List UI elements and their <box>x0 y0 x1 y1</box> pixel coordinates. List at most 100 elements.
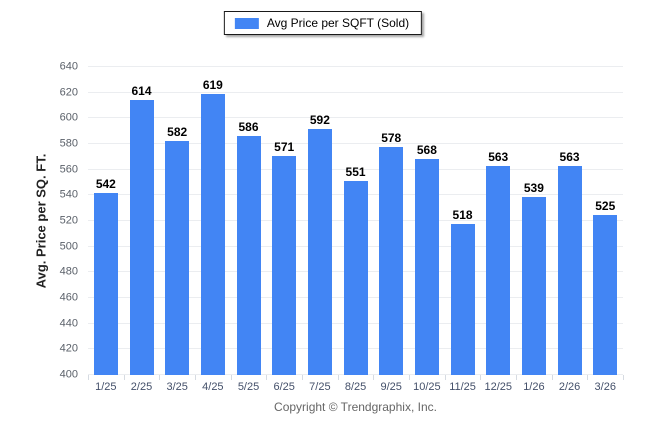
bar <box>343 181 368 375</box>
y-tick-label: 460 <box>59 291 78 304</box>
y-tick-label: 640 <box>59 60 78 73</box>
bar <box>272 155 297 375</box>
x-axis-tick-mark <box>337 375 339 380</box>
bar-value-label: 539 <box>523 180 544 195</box>
x-tick-label: 12/25 <box>484 381 512 393</box>
plot-area: 542 614 582 619 586 571 592 551 578 568 518 563 539 5… <box>88 66 623 375</box>
x-tick-label: 11/25 <box>449 381 476 393</box>
gridline <box>88 168 623 170</box>
bar-slot: 592 <box>302 67 338 375</box>
bar <box>307 128 332 375</box>
x-tick-label: 3/26 <box>594 381 616 393</box>
y-tick-label: 440 <box>59 317 78 330</box>
x-tick-label: 9/25 <box>380 381 402 393</box>
bar-slot: 586 <box>231 67 267 375</box>
x-tick-label: 4/25 <box>202 381 224 393</box>
legend-swatch-icon <box>234 17 259 29</box>
x-tick-label: 3/25 <box>166 381 188 393</box>
bar <box>521 196 546 375</box>
x-axis-tick-mark <box>123 375 125 380</box>
x-tick-label: 6/25 <box>273 381 295 393</box>
gridline <box>88 91 623 93</box>
bar <box>93 192 118 375</box>
bar-slot: 542 <box>88 67 124 375</box>
bar-slot: 551 <box>338 67 374 375</box>
y-tick-label: 600 <box>59 111 78 124</box>
gridline <box>88 117 623 119</box>
bar-value-label: 619 <box>202 77 223 92</box>
bar-value-label: 563 <box>559 149 580 164</box>
bar <box>414 159 439 375</box>
copyright-text: Copyright © Trendgraphix, Inc. <box>274 400 437 414</box>
x-axis-tick-mark <box>373 375 375 380</box>
chart-legend: Avg Price per SQFT (Sold) <box>223 11 423 35</box>
bar <box>236 136 261 375</box>
bars-row: 542 614 582 619 586 571 592 551 578 568 518 563 539 5… <box>88 67 623 375</box>
gridline <box>88 66 623 67</box>
x-tick-label: 1/26 <box>523 381 545 393</box>
x-tick-label: 1/25 <box>95 381 117 393</box>
bar <box>557 165 582 375</box>
bar-slot: 582 <box>159 67 195 375</box>
x-axis-ticks <box>88 375 624 380</box>
bar-value-label: 578 <box>381 130 402 145</box>
x-axis-tick-mark <box>195 375 196 380</box>
x-axis-tick-mark <box>230 375 232 380</box>
bar-slot: 578 <box>373 67 409 375</box>
x-axis-tick-mark <box>623 375 624 380</box>
bar-value-label: 586 <box>238 120 259 135</box>
bar-slot: 525 <box>587 67 623 375</box>
x-axis-tick-mark <box>480 375 482 380</box>
bar <box>593 214 618 375</box>
x-tick-label: 5/25 <box>237 381 260 393</box>
y-tick-label: 580 <box>59 137 78 150</box>
x-axis-tick-mark <box>302 375 303 380</box>
x-axis-labels: 1/25 2/25 3/25 4/25 5/25 6/25 7/25 8/25 9/25 10/2… <box>88 381 623 393</box>
bar-slot: 518 <box>445 67 481 375</box>
bar-value-label: 614 <box>131 84 152 99</box>
bar <box>165 141 190 375</box>
x-axis-tick-mark <box>266 375 268 380</box>
bar-value-label: 551 <box>345 165 366 180</box>
bar-slot: 571 <box>266 67 302 375</box>
legend-label: Avg Price per SQFT (Sold) <box>266 16 410 30</box>
x-tick-label: 8/25 <box>344 381 367 393</box>
x-tick-label: 2/25 <box>130 381 153 393</box>
bar-value-label: 518 <box>452 207 473 222</box>
x-tick-label: 2/26 <box>558 381 581 393</box>
y-tick-label: 620 <box>59 86 78 99</box>
bar-slot: 563 <box>552 67 588 375</box>
y-tick-label: 520 <box>59 214 78 227</box>
bar-slot: 619 <box>195 67 231 375</box>
bar <box>200 93 225 375</box>
bar <box>379 146 404 375</box>
x-axis-tick-mark <box>551 375 553 380</box>
y-tick-label: 420 <box>59 342 78 355</box>
bar-value-label: 568 <box>416 143 437 158</box>
x-axis-tick-mark <box>587 375 589 380</box>
bar-slot: 568 <box>409 67 445 375</box>
bar <box>450 223 475 375</box>
y-tick-label: 500 <box>59 240 78 253</box>
y-tick-label: 540 <box>59 188 78 201</box>
x-axis-tick-mark <box>409 375 410 380</box>
bar-value-label: 542 <box>95 176 116 191</box>
bar-value-label: 571 <box>274 139 295 154</box>
y-tick-label: 400 <box>59 368 78 381</box>
gridline <box>88 143 623 144</box>
bar-value-label: 592 <box>309 112 330 127</box>
bar-slot: 563 <box>480 67 516 375</box>
y-tick-label: 560 <box>59 163 78 176</box>
x-axis-tick-mark <box>444 375 446 380</box>
bar-value-label: 525 <box>595 198 616 213</box>
y-tick-label: 480 <box>59 265 78 278</box>
bar <box>129 100 154 375</box>
bar-value-label: 582 <box>167 125 188 140</box>
y-axis-labels: 400 420 440 460 480 500 520 540 560 580 600 620 640 <box>0 61 83 380</box>
x-tick-label: 7/25 <box>309 381 331 393</box>
bar-slot: 614 <box>124 67 160 375</box>
bar <box>486 165 511 375</box>
bar-slot: 539 <box>516 67 552 375</box>
x-tick-label: 10/25 <box>413 381 441 393</box>
